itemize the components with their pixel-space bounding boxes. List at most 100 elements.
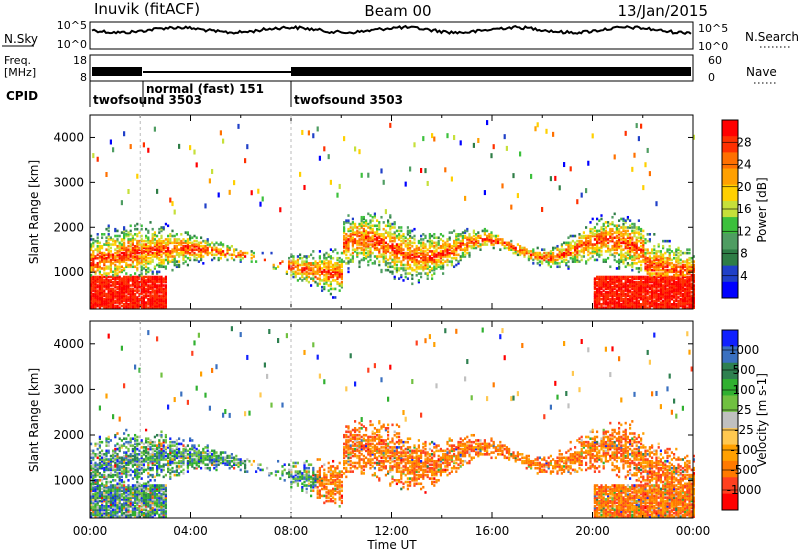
power-cell-1836 (354, 226, 357, 229)
power-cell-852 (145, 246, 148, 250)
power-cell-1889 (362, 253, 365, 257)
power-cell-1168 (167, 224, 170, 228)
power-cell-2369 (424, 258, 427, 262)
power-cell-4139 (668, 294, 671, 298)
power-cell-3736 (640, 291, 643, 294)
velocity-cell-79 (94, 492, 97, 496)
power-cell-2476 (439, 256, 442, 260)
power-cell-812 (142, 267, 145, 270)
power-cell-2090 (389, 270, 392, 274)
power-cell-4032 (659, 262, 662, 265)
power-cell-1600 (318, 265, 321, 269)
power-cell-2651 (475, 241, 478, 245)
velocity-cell-281 (107, 466, 110, 470)
power-cell-3294 (611, 289, 614, 292)
power-cell-4230 (675, 272, 678, 275)
power-cell-3703 (637, 292, 640, 296)
power-colorbar-swatch-10 (722, 281, 738, 299)
power-cell-2166 (398, 277, 401, 280)
power-cell-3154 (600, 243, 603, 246)
power-cell-2810 (538, 251, 541, 255)
power-cell-2363 (424, 272, 427, 275)
power-cell-3118 (598, 282, 601, 286)
power-cell-2236 (406, 256, 409, 260)
power-cell-328 (112, 297, 115, 301)
power-cell-3910 (651, 265, 654, 269)
power-cell-643 (131, 260, 134, 263)
power-cell-304 (109, 280, 112, 284)
power-cell-4400 (688, 256, 691, 260)
power-cell-2441 (433, 244, 436, 248)
nsky-tick-high: 10^5 (57, 19, 87, 32)
power-cell-1116 (162, 246, 165, 250)
power-cell-790 (140, 238, 143, 241)
power-cell-1686 (332, 263, 335, 267)
power-cell-1696 (334, 267, 337, 270)
power-cell-3383 (618, 296, 621, 299)
velocity-cell-120 (96, 479, 99, 482)
power-cell-2688 (488, 239, 491, 243)
power-cell-46 (92, 287, 95, 291)
power-cell-654 (131, 236, 134, 240)
power-cell-729 (138, 301, 141, 304)
velocity-cell-22 (90, 473, 93, 477)
power-cell-3138 (600, 297, 603, 301)
power-cell-2686 (486, 229, 489, 233)
power-cell-1234 (180, 246, 183, 250)
power-cell-1434 (244, 158, 247, 164)
power-cell-3308 (611, 236, 614, 240)
power-cell-3268 (609, 282, 612, 286)
velocity-cell-5 (90, 505, 93, 508)
velocity-cell-395 (116, 505, 119, 508)
velocity-cell-206 (103, 492, 106, 496)
power-cell-1002 (156, 280, 159, 284)
power-cell-1336 (202, 246, 205, 250)
power-cell-408 (116, 255, 119, 258)
power-cell-2838 (549, 258, 552, 262)
power-cell-1308 (195, 244, 198, 248)
power-cell-927 (151, 297, 154, 301)
power-cell-703 (136, 277, 139, 280)
power-cell-1849 (356, 233, 359, 236)
power-cell-3753 (640, 248, 643, 251)
power-cell-332 (112, 291, 115, 294)
power-cell-3837 (646, 285, 649, 289)
power-cell-2274 (411, 267, 414, 270)
power-cell-411 (116, 250, 119, 253)
power-cell-2741 (510, 239, 513, 243)
power-cell-9 (90, 291, 93, 294)
power-cell-3276 (609, 248, 612, 251)
power-cell-4090 (664, 275, 667, 279)
power-cell-498 (123, 280, 126, 284)
power-cell-2302 (415, 267, 418, 270)
power-cell-3336 (613, 246, 616, 250)
power-cell-3058 (593, 277, 596, 280)
power-cell-165 (101, 301, 104, 304)
power-cell-1166 (167, 238, 170, 241)
power-cell-2487 (442, 265, 445, 269)
power-cell-767 (140, 282, 143, 286)
power-cell-944 (151, 255, 154, 258)
power-cell-154 (98, 260, 101, 263)
power-cell-112 (96, 277, 99, 280)
power-cell-2172 (398, 250, 401, 253)
power-cell-2346 (422, 267, 425, 270)
power-cell-4438 (692, 287, 695, 291)
velocity-cell-272 (107, 492, 110, 496)
power-cell-906 (149, 279, 152, 282)
power-cell-622 (129, 144, 132, 150)
power-cell-2820 (543, 255, 546, 258)
power-cell-617 (129, 239, 132, 243)
power-cell-2625 (468, 253, 471, 257)
power-cell-618 (129, 238, 132, 241)
power-cell-2223 (404, 253, 407, 257)
power-cell-2631 (468, 236, 471, 240)
power-cell-358 (114, 291, 117, 294)
velocity-cell-433 (118, 494, 121, 498)
power-cell-1382 (217, 243, 220, 246)
velocity-cell-108 (96, 499, 99, 503)
power-cell-1009 (156, 256, 159, 260)
power-cell-3923 (653, 296, 656, 299)
power-cell-493 (123, 289, 126, 292)
power-cell-2778 (527, 255, 530, 258)
